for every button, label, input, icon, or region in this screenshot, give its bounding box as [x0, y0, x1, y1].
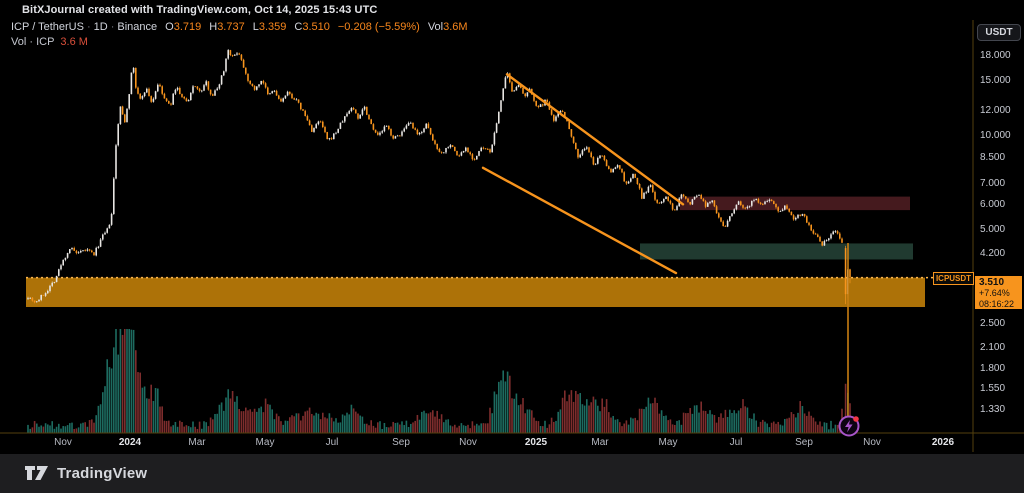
time-tick-label: May: [255, 437, 275, 448]
price-tick-label: 4.200: [980, 247, 1006, 259]
volume-indicator-name[interactable]: Vol · ICP: [11, 36, 55, 48]
time-tick-label: Mar: [188, 437, 206, 448]
resistance-zone[interactable]: [680, 196, 910, 211]
vol-value: 3.6M: [443, 21, 468, 33]
volume-series: [27, 329, 851, 433]
price-tick-label: 15.000: [980, 74, 1011, 86]
ohlc-low: L3.359: [252, 21, 287, 33]
price-tick-label: 1.330: [980, 404, 1006, 416]
symbol-legend: ICP / TetherUS · 1D · Binance O3.719 H3.737 L3.…: [11, 21, 468, 33]
price-tick-label: 1.550: [980, 383, 1006, 395]
level-line-symbol-badge[interactable]: ICPUSDT: [933, 271, 974, 285]
time-tick-label: 2024: [118, 437, 142, 448]
footer-bar: TradingView: [0, 454, 1024, 493]
legend-separator: ·: [86, 21, 91, 33]
price-tick-label: 8.500: [980, 151, 1006, 163]
legend-separator: ·: [110, 21, 115, 33]
vol-label: Vol: [427, 21, 444, 33]
tradingview-wordmark: TradingView: [57, 464, 148, 482]
time-tick-label: 2025: [524, 437, 548, 448]
time-tick-label: Mar: [591, 437, 609, 448]
symbol-name[interactable]: ICP / TetherUS: [11, 21, 84, 33]
time-tick-label: 2026: [931, 437, 955, 448]
support-zone[interactable]: [26, 277, 925, 308]
time-tick-label: Nov: [459, 437, 477, 448]
ohlc-close: C3.510: [294, 21, 330, 33]
price-tick-label: 2.100: [980, 342, 1006, 354]
price-tick-label: 12.000: [980, 105, 1011, 117]
time-tick-label: Sep: [795, 437, 813, 448]
exchange-name[interactable]: Binance: [117, 21, 158, 33]
price-tick-label: 1.800: [980, 363, 1006, 375]
time-tick-label: Sep: [392, 437, 410, 448]
channel-lower-trendline[interactable]: [481, 166, 678, 275]
channel-upper-trendline[interactable]: [505, 73, 685, 206]
time-tick-label: Jul: [729, 437, 743, 448]
volume-indicator-value: 3.6 M: [60, 36, 88, 48]
bar-countdown: 08:16:22: [979, 299, 1015, 310]
tradingview-logo[interactable]: TradingView: [24, 463, 147, 483]
interval-value[interactable]: 1D: [93, 21, 108, 33]
ohlc-high: H3.737: [209, 21, 245, 33]
price-tick-label: 2.500: [980, 318, 1006, 330]
ohlc-open: O3.719: [165, 21, 202, 33]
price-tick-label: 5.000: [980, 224, 1006, 236]
demand-zone[interactable]: [640, 243, 913, 260]
last-price-change-pct: +7.64%: [979, 288, 1010, 299]
daily-change: −0.208 (−5.59%): [337, 21, 420, 33]
last-price-value: 3.510: [979, 277, 1005, 289]
price-tick-label: 18.000: [980, 49, 1011, 61]
lightning-event-icon[interactable]: [838, 415, 860, 437]
watermark-attribution: BitXJournal created with TradingView.com…: [22, 4, 378, 16]
currency-toggle-button[interactable]: USDT: [977, 24, 1021, 41]
price-tick-label: 10.000: [980, 129, 1011, 141]
time-tick-label: Nov: [54, 437, 72, 448]
price-tick-label: 6.000: [980, 199, 1006, 211]
volume-indicator-legend: Vol · ICP 3.6 M: [11, 36, 88, 48]
price-tick-label: 7.000: [980, 178, 1006, 190]
time-tick-label: May: [658, 437, 678, 448]
last-price-label: 3.510 +7.64% 08:16:22: [975, 276, 1022, 310]
candlestick-series: [27, 49, 851, 305]
time-tick-label: Nov: [863, 437, 881, 448]
time-tick-label: Jul: [325, 437, 339, 448]
tradingview-logo-icon: [25, 466, 48, 480]
